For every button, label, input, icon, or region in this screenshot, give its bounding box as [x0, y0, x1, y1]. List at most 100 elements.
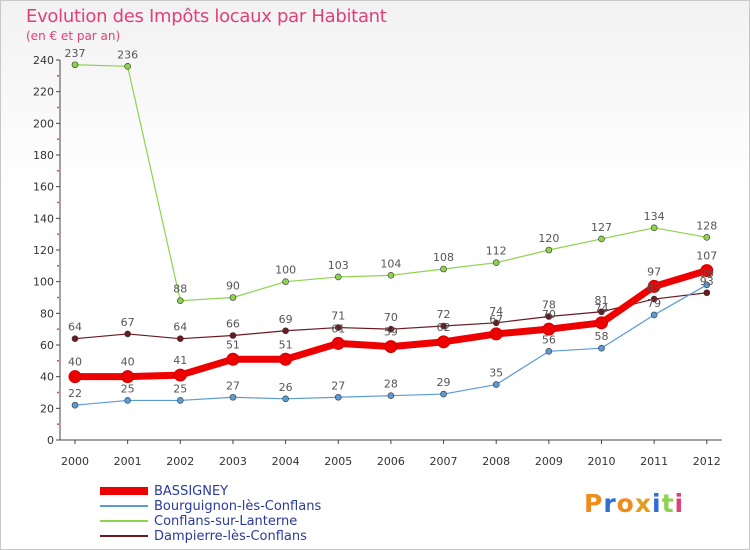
legend-label: Dampierre-lès-Conflans	[154, 529, 307, 544]
x-tick-label: 2000	[61, 455, 89, 468]
y-tick-label: 220	[33, 86, 54, 99]
legend-swatch	[100, 505, 148, 507]
data-label: 120	[538, 232, 559, 245]
data-label: 51	[226, 338, 240, 351]
y-minor-tick	[57, 328, 59, 331]
data-label: 69	[279, 313, 293, 326]
data-label: 28	[384, 378, 398, 391]
data-point	[282, 278, 289, 285]
y-tick-label: 40	[40, 371, 54, 384]
data-point	[542, 322, 556, 336]
data-label: 97	[647, 265, 661, 278]
data-point	[229, 332, 237, 339]
y-minor-tick	[57, 296, 59, 299]
data-label: 107	[696, 250, 717, 263]
data-label: 67	[489, 313, 503, 326]
data-point	[440, 390, 447, 398]
y-minor-tick	[57, 264, 59, 267]
data-point	[595, 316, 608, 330]
data-label: 93	[700, 275, 714, 288]
x-tick-label: 2006	[377, 455, 405, 468]
x-tick-label: 2012	[693, 455, 721, 468]
data-label: 25	[173, 382, 187, 395]
data-point	[387, 325, 395, 333]
data-label: 64	[68, 321, 82, 334]
data-point	[121, 370, 135, 384]
x-tick-label: 2003	[219, 455, 247, 468]
data-point	[331, 336, 345, 350]
data-label: 41	[173, 354, 187, 367]
proxiti-logo: Proxiti	[584, 489, 684, 518]
data-label: 64	[173, 321, 187, 334]
logo-letter: i	[674, 489, 685, 518]
data-label: 22	[68, 387, 82, 400]
legend-swatch	[100, 487, 148, 495]
data-label: 78	[542, 299, 556, 312]
data-label: 35	[489, 367, 503, 380]
y-tick-label: 100	[33, 276, 54, 289]
x-tick-label: 2007	[430, 455, 458, 468]
data-point	[492, 259, 500, 266]
data-label: 128	[696, 219, 717, 232]
series-layer	[68, 61, 714, 409]
data-point	[545, 246, 553, 254]
data-label: 40	[68, 356, 82, 369]
data-label: 25	[121, 382, 135, 395]
logo-letter: x	[634, 489, 652, 518]
data-label: 90	[226, 280, 240, 293]
data-point	[492, 319, 500, 327]
data-label: 237	[65, 47, 86, 60]
logo-letter: i	[652, 489, 662, 518]
data-label: 79	[647, 297, 661, 310]
data-point	[647, 279, 661, 293]
data-point	[384, 340, 398, 354]
data-label: 74	[489, 305, 503, 318]
data-point	[437, 335, 451, 349]
data-point	[177, 297, 184, 304]
legend-swatch	[100, 520, 148, 522]
legend-swatch	[100, 535, 148, 537]
chart-subtitle: (en € et par an)	[26, 29, 121, 43]
data-label: 72	[437, 308, 451, 321]
data-point	[229, 393, 237, 401]
data-label: 62	[437, 321, 451, 334]
data-point	[545, 348, 553, 355]
data-point	[71, 335, 79, 342]
data-label: 56	[542, 333, 556, 346]
data-label: 236	[117, 48, 138, 61]
data-point	[71, 61, 79, 69]
y-tick-label: 140	[33, 212, 54, 225]
y-tick-label: 180	[33, 149, 54, 162]
data-point	[177, 335, 184, 342]
data-label: 27	[331, 379, 345, 392]
data-label: 127	[591, 221, 612, 234]
x-tick-label: 2010	[588, 455, 616, 468]
data-label: 40	[121, 356, 135, 369]
y-tick-label: 20	[40, 402, 54, 415]
data-point	[282, 395, 289, 403]
data-point	[334, 393, 342, 401]
data-point	[229, 294, 237, 301]
y-minor-tick	[57, 201, 59, 204]
y-tick-label: 0	[47, 434, 54, 447]
legend-label: Conflans-sur-Lanterne	[154, 514, 298, 529]
y-minor-tick	[57, 106, 59, 109]
data-point	[177, 397, 184, 404]
x-tick-label: 2008	[482, 455, 510, 468]
data-point	[703, 234, 711, 241]
logo-letter: P	[584, 489, 604, 518]
data-point	[226, 352, 240, 366]
y-minor-tick	[57, 359, 59, 362]
data-point	[703, 289, 711, 297]
y-minor-tick	[57, 74, 59, 77]
data-label: 70	[384, 311, 398, 324]
legend-label: BASSIGNEY	[154, 484, 229, 499]
y-minor-tick	[57, 169, 59, 172]
data-point	[68, 370, 82, 384]
y-tick-label: 120	[33, 244, 54, 257]
data-label: 67	[121, 316, 135, 329]
x-tick-label: 2005	[324, 455, 352, 468]
data-label: 71	[331, 310, 345, 323]
data-label: 81	[595, 294, 609, 307]
data-point	[703, 281, 711, 289]
